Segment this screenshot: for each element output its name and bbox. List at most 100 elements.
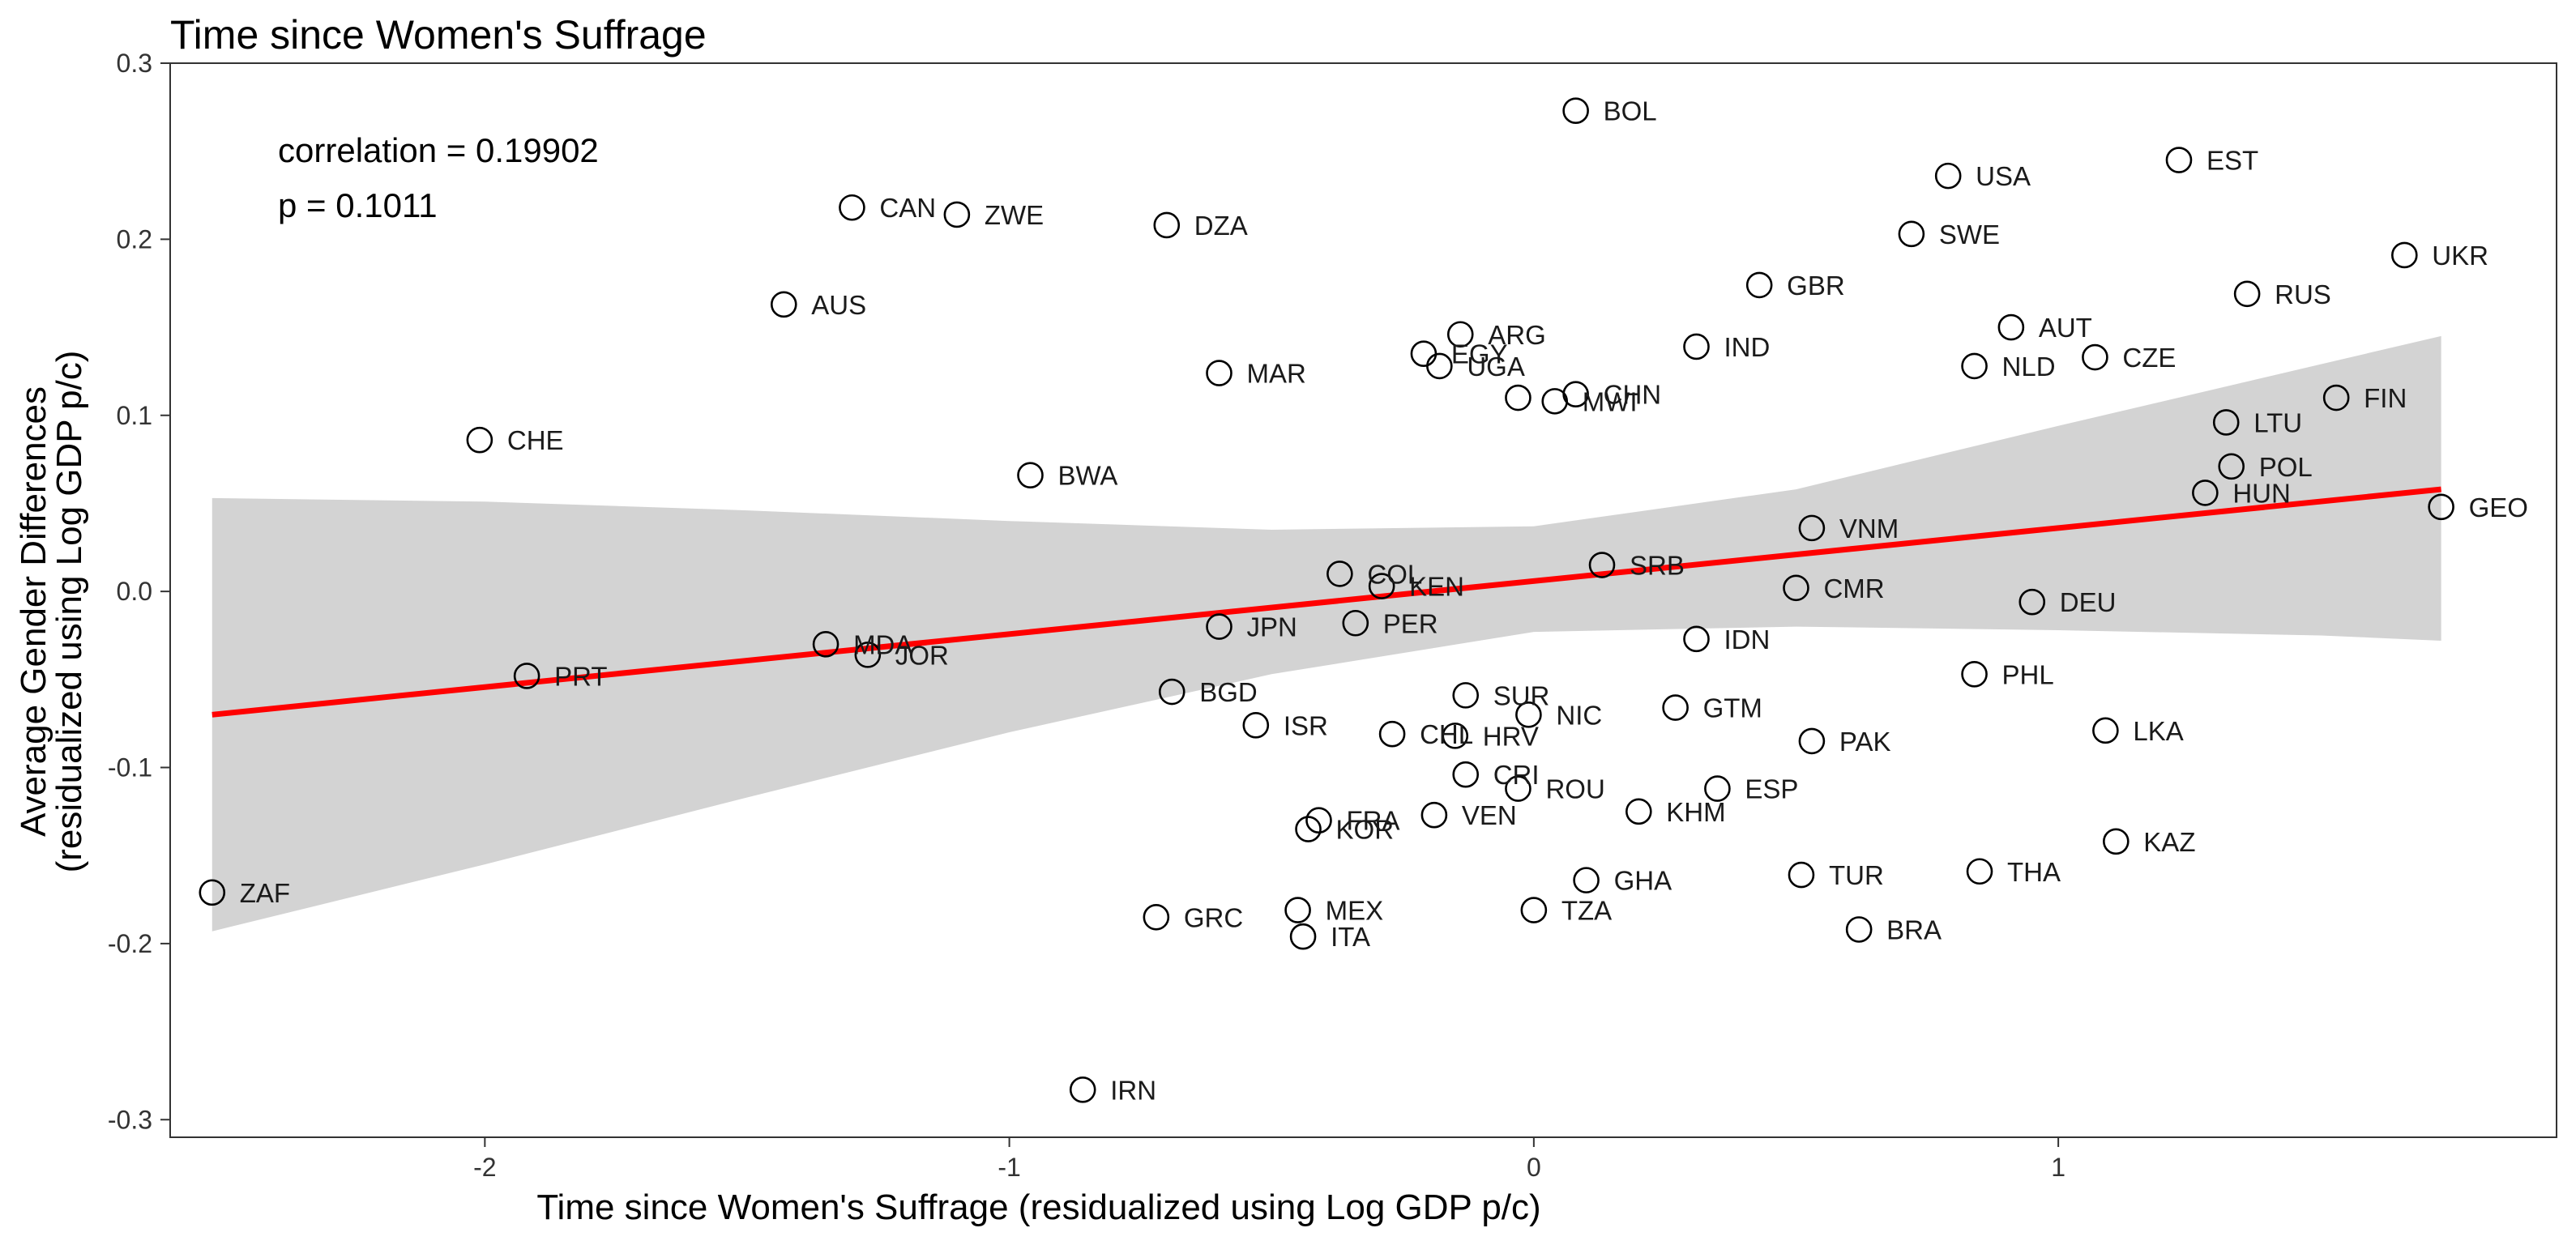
point-labels-layer: BOL EST USA CAN ZWE DZA SWE UKR GBR RUS AUS AUT ARG I… (240, 96, 2528, 1106)
data-point (1342, 609, 1369, 637)
point-label: ITA (1331, 922, 1370, 952)
point-label: HRV (1483, 721, 1539, 751)
data-point (1442, 723, 1469, 749)
data-point (1410, 340, 1438, 367)
point-label: JOR (895, 640, 949, 670)
point-label: ZWE (985, 200, 1044, 230)
data-point (2390, 241, 2418, 269)
data-point (1898, 220, 1925, 248)
data-point (1961, 352, 1988, 380)
point-label: JPN (1247, 612, 1297, 642)
data-point (1289, 923, 1317, 950)
point-label: CHL (1420, 719, 1473, 749)
point-label: AUS (811, 290, 866, 320)
data-point (466, 426, 493, 454)
data-point (1505, 775, 1532, 802)
point-label: PRT (554, 661, 607, 691)
point-label: CHE (507, 425, 564, 455)
data-point (1305, 807, 1332, 834)
data-point (1206, 360, 1232, 386)
y-tick-label: 0.0 (117, 577, 152, 606)
x-tick-label: 0 (1527, 1153, 1541, 1182)
point-label: BWA (1057, 461, 1117, 491)
point-label: SWE (1939, 220, 2000, 249)
point-label: BOL (1604, 96, 1657, 126)
point-label: VEN (1462, 800, 1517, 830)
data-point (1625, 798, 1652, 825)
regression-line (211, 486, 2441, 718)
y-tick-label: 0.1 (117, 401, 152, 430)
confidence-band-layer (211, 335, 2441, 932)
data-point (1505, 384, 1532, 411)
point-label: TZA (1561, 896, 1612, 926)
point-label: KEN (1409, 572, 1464, 602)
data-point (943, 201, 971, 228)
data-point (1961, 660, 1988, 688)
data-point (1745, 271, 1773, 299)
point-label: POL (2259, 452, 2313, 482)
point-label: PAK (1839, 727, 1891, 757)
data-point (1588, 552, 1616, 578)
data-point (513, 663, 540, 689)
point-label: DZA (1194, 211, 1248, 241)
y-axis-title-line2: (residualized using Log GDP p/c) (49, 351, 89, 873)
data-point (1798, 727, 1826, 755)
data-point (2428, 493, 2454, 521)
y-axis: 0.3 0.2 0.1 0.0 -0.1 -0.2 -0.3 (108, 49, 170, 1134)
y-tick-label: 0.2 (117, 224, 152, 254)
data-point (1326, 561, 1353, 587)
data-point (839, 194, 865, 221)
y-tick-label: -0.2 (108, 929, 152, 958)
point-label: GHA (1614, 866, 1672, 896)
p-value-annotation: p = 0.1011 (278, 186, 438, 224)
data-point (1452, 682, 1480, 709)
point-label: MAR (1247, 359, 1306, 389)
data-point (2103, 828, 2130, 855)
point-label: AUT (2039, 313, 2092, 343)
point-label: MEX (1326, 896, 1384, 926)
data-point (1158, 678, 1185, 706)
data-point (1662, 694, 1689, 721)
point-label: UKR (2432, 241, 2488, 271)
point-label: MWI (1583, 386, 1638, 416)
point-label: LKA (2133, 716, 2183, 746)
data-point (1520, 897, 1548, 923)
data-point (1069, 1077, 1096, 1103)
point-label: BRA (1886, 915, 1942, 944)
data-point (1426, 352, 1453, 380)
point-label: CMR (1823, 573, 1884, 603)
point-label: MDA (853, 629, 912, 659)
data-point (1206, 613, 1232, 640)
data-point (1997, 313, 2025, 341)
data-point (1562, 97, 1589, 124)
x-axis-title: Time since Women's Suffrage (residualize… (536, 1187, 1540, 1227)
plot-panel-border (169, 62, 2557, 1138)
y-tick-label: -0.1 (108, 753, 152, 782)
point-label: KOR (1336, 815, 1395, 845)
point-label: TUR (1829, 860, 1884, 890)
data-point (1798, 514, 1826, 542)
confidence-band (211, 335, 2441, 932)
data-point (1845, 916, 1873, 943)
data-point (2212, 409, 2240, 436)
data-point (199, 879, 226, 906)
data-point (1242, 712, 1270, 739)
point-label: EST (2206, 146, 2258, 176)
x-tick-label: 1 (2051, 1153, 2065, 1182)
point-label: BGD (1199, 677, 1258, 707)
point-label: ZAF (240, 878, 290, 908)
point-label: GEO (2469, 492, 2528, 522)
point-label: IRN (1110, 1075, 1156, 1105)
data-point (1966, 858, 1993, 885)
data-point (2218, 453, 2245, 480)
point-label: THA (2007, 857, 2061, 887)
point-label: COL (1367, 559, 1422, 589)
correlation-annotation: correlation = 0.19902 (278, 131, 599, 169)
point-label: PHL (2002, 659, 2054, 689)
x-tick-label: -1 (998, 1153, 1020, 1182)
y-axis-title-line1: Average Gender Differences (14, 386, 53, 837)
data-point (2192, 480, 2219, 506)
point-label: LTU (2253, 407, 2302, 437)
point-label: FIN (2364, 383, 2407, 413)
